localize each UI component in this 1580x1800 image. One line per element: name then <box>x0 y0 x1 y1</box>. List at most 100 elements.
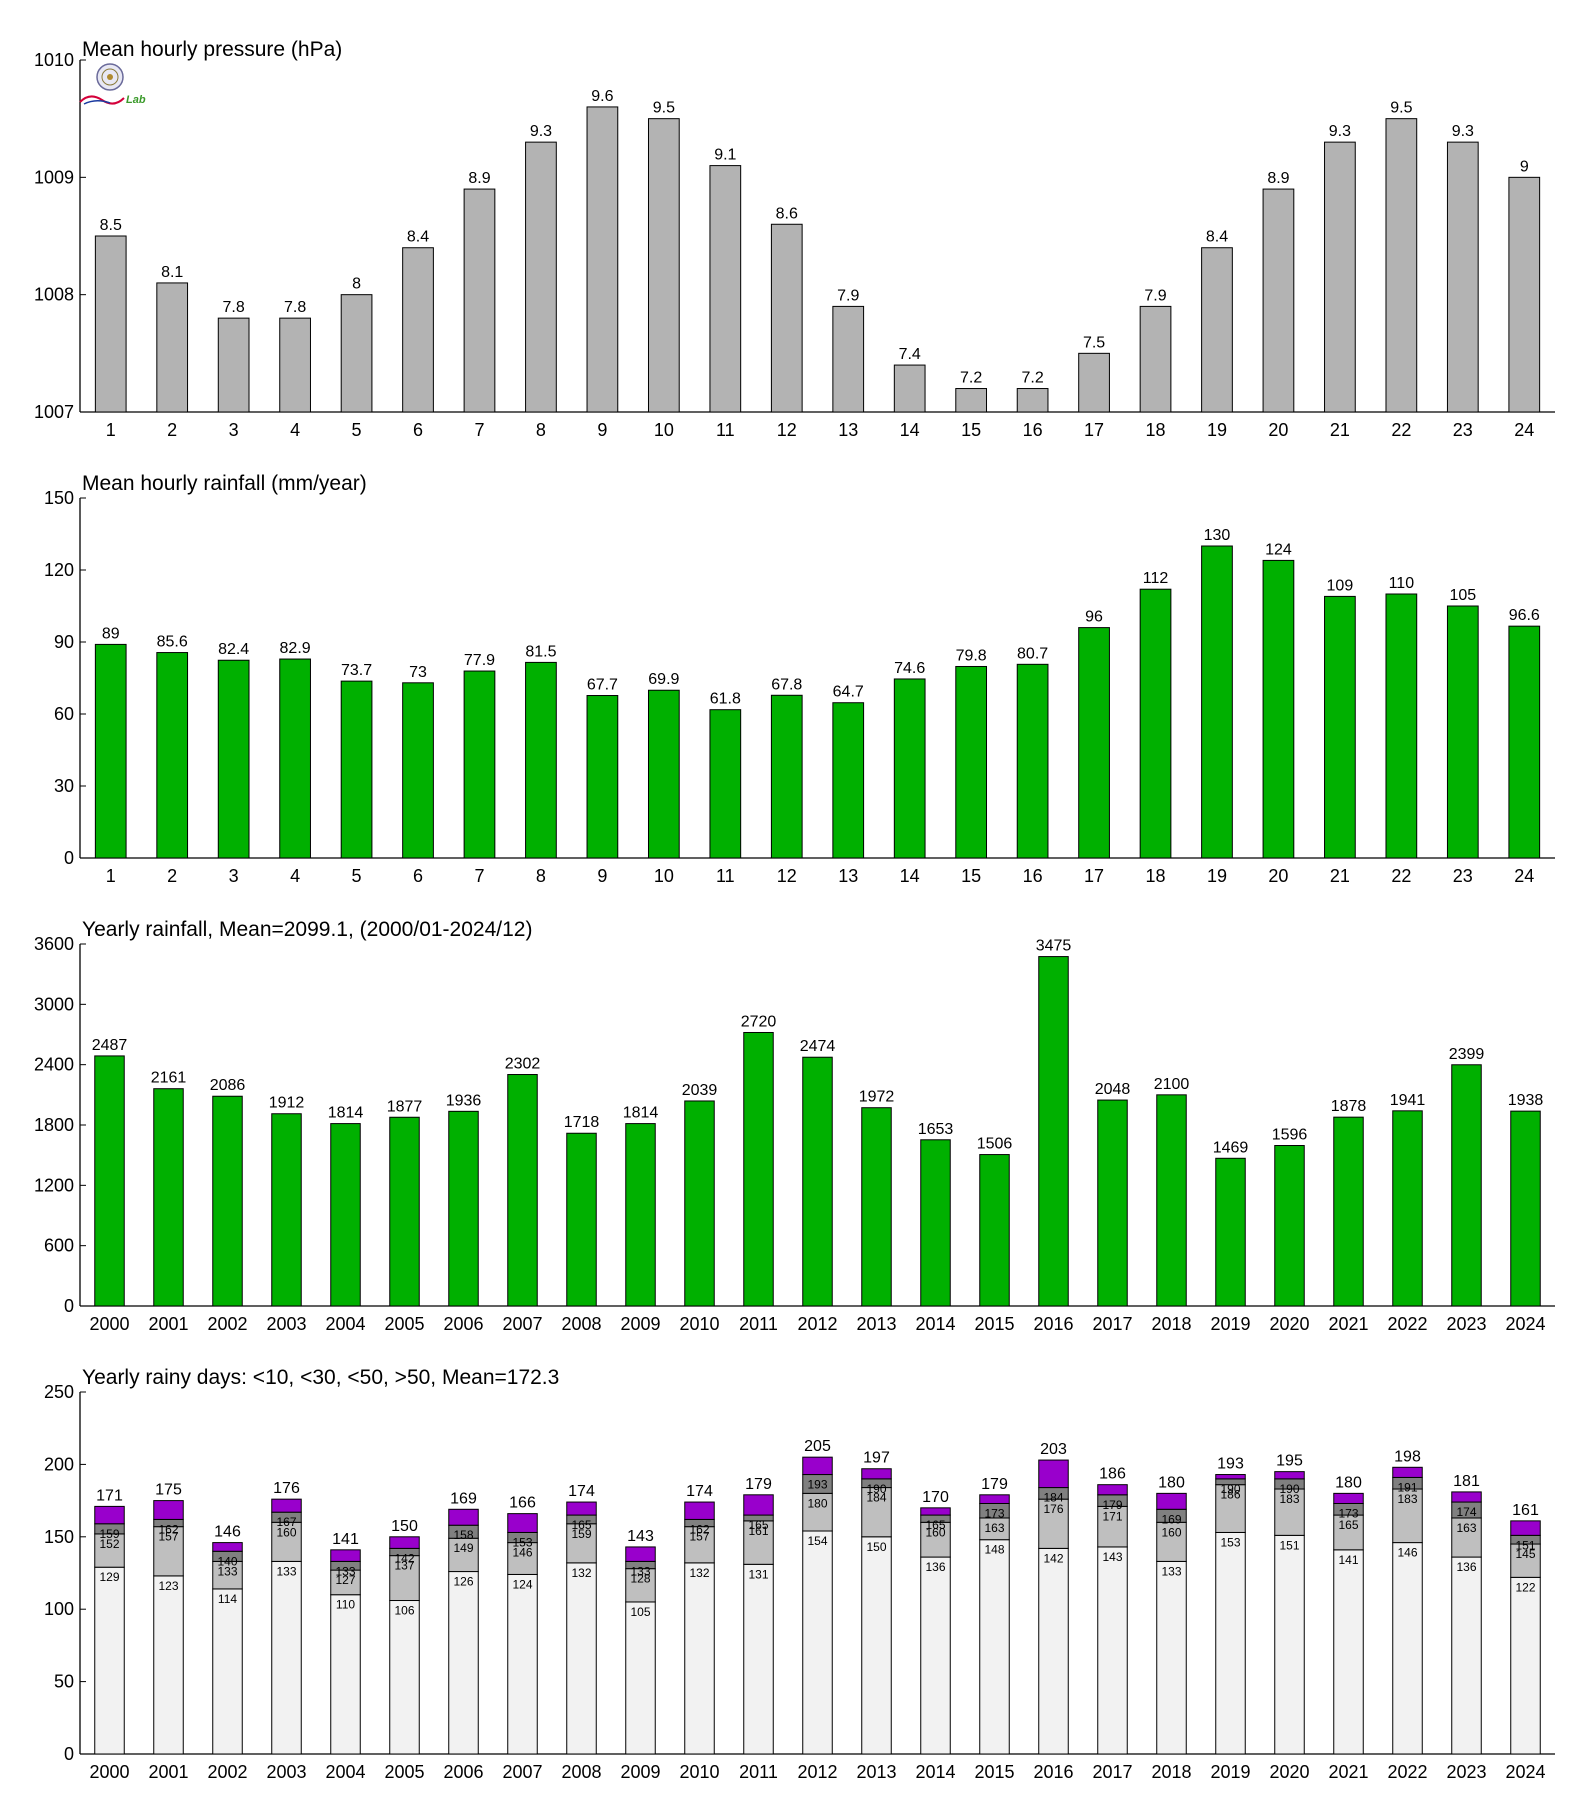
data-label: 8.4 <box>1206 229 1228 246</box>
x-tick-label: 21 <box>1330 420 1350 440</box>
segment-label: 160 <box>1161 1525 1181 1539</box>
segment-label: 127 <box>335 1573 355 1587</box>
x-tick-label: 2019 <box>1210 1314 1250 1334</box>
bar <box>1508 625 1541 859</box>
stack-segment <box>507 1513 538 1533</box>
total-label: 174 <box>568 1483 595 1500</box>
segment-label: 145 <box>1515 1547 1535 1561</box>
x-tick-label: 16 <box>1023 866 1043 886</box>
bar <box>463 670 496 859</box>
stack-segment <box>566 1562 597 1755</box>
stack-segment <box>1510 1520 1541 1536</box>
bar <box>271 1113 302 1307</box>
stack-segment <box>566 1501 597 1516</box>
stack-segment <box>271 1560 302 1755</box>
x-tick-label: 3 <box>229 420 239 440</box>
segment-label: 151 <box>1279 1538 1299 1552</box>
data-label: 69.9 <box>648 671 679 688</box>
stack-segment <box>1038 1498 1069 1549</box>
stack-segment <box>1333 1492 1364 1504</box>
x-tick-label: 2021 <box>1328 1314 1368 1334</box>
stack-segment <box>1274 1471 1305 1480</box>
x-tick-label: 13 <box>838 420 858 440</box>
x-tick-label: 2010 <box>679 1314 719 1334</box>
segment-label: 149 <box>453 1541 473 1555</box>
bar <box>448 1110 479 1307</box>
stack-segment <box>1451 1491 1482 1503</box>
data-label: 96.6 <box>1509 607 1540 624</box>
stack-segment <box>153 1526 184 1577</box>
segment-label: 162 <box>689 1522 709 1536</box>
x-tick-label: 2008 <box>561 1314 601 1334</box>
segment-label: 154 <box>807 1534 827 1548</box>
x-tick-label: 2004 <box>325 1314 365 1334</box>
stack-segment <box>1274 1488 1305 1536</box>
x-tick-label: 2014 <box>915 1762 955 1782</box>
data-label: 1938 <box>1508 1092 1544 1109</box>
segment-label: 148 <box>984 1543 1004 1557</box>
x-tick-label: 2012 <box>797 1762 837 1782</box>
segment-label: 146 <box>512 1546 532 1560</box>
x-tick-label: 6 <box>413 420 423 440</box>
y-tick-label: 50 <box>54 1672 74 1692</box>
data-label: 105 <box>1449 587 1476 604</box>
total-label: 205 <box>804 1438 831 1455</box>
bar <box>1274 1145 1305 1307</box>
x-tick-label: 24 <box>1514 866 1534 886</box>
bar <box>402 247 434 413</box>
y-tick-label: 600 <box>44 1236 74 1256</box>
data-label: 73.7 <box>341 662 372 679</box>
segment-label: 159 <box>571 1527 591 1541</box>
x-tick-label: 10 <box>654 866 674 886</box>
bar <box>1139 588 1172 859</box>
x-tick-label: 2004 <box>325 1762 365 1782</box>
rainy-days-chart: Yearly rainy days: <10, <30, <50, >50, M… <box>44 1366 1555 1782</box>
x-tick-label: 8 <box>536 420 546 440</box>
segment-label: 143 <box>1102 1550 1122 1564</box>
segment-label: 133 <box>217 1564 237 1578</box>
x-tick-label: 2002 <box>207 1762 247 1782</box>
stack-segment <box>389 1555 420 1602</box>
x-tick-label: 24 <box>1514 420 1534 440</box>
x-tick-label: 2020 <box>1269 1314 1309 1334</box>
stack-segment <box>743 1563 774 1755</box>
segment-label: 153 <box>512 1535 532 1549</box>
data-label: 112 <box>1143 570 1169 587</box>
bar <box>1139 305 1172 413</box>
data-label: 1936 <box>446 1092 482 1109</box>
x-tick-label: 2009 <box>620 1314 660 1334</box>
bar <box>861 1107 892 1307</box>
segment-label: 165 <box>925 1518 945 1532</box>
stack-segment <box>448 1571 479 1755</box>
stack-segment <box>1038 1459 1069 1489</box>
chart-title: Mean hourly rainfall (mm/year) <box>82 472 367 495</box>
x-tick-label: 2006 <box>443 1762 483 1782</box>
total-label: 171 <box>96 1487 123 1504</box>
y-tick-label: 1007 <box>34 402 74 422</box>
y-tick-label: 120 <box>44 560 74 580</box>
chart-title: Yearly rainfall, Mean=2099.1, (2000/01-2… <box>82 918 532 941</box>
data-label: 124 <box>1265 541 1292 558</box>
segment-label: 191 <box>1397 1480 1417 1494</box>
segment-label: 171 <box>1102 1509 1122 1523</box>
x-tick-label: 2022 <box>1387 1314 1427 1334</box>
bar <box>340 294 373 413</box>
x-tick-label: 2002 <box>207 1314 247 1334</box>
segment-label: 173 <box>1338 1506 1358 1520</box>
data-label: 9.5 <box>1390 100 1412 117</box>
x-tick-label: 3 <box>229 866 239 886</box>
stack-segment <box>1274 1534 1305 1755</box>
segment-label: 162 <box>158 1522 178 1536</box>
data-label: 9 <box>1520 158 1529 175</box>
total-label: 203 <box>1040 1441 1067 1458</box>
y-tick-label: 200 <box>44 1454 74 1474</box>
segment-label: 131 <box>748 1567 768 1581</box>
x-tick-label: 2006 <box>443 1314 483 1334</box>
data-label: 7.4 <box>899 346 921 363</box>
data-label: 9.1 <box>714 147 736 164</box>
hourly-rainfall-chart: Mean hourly rainfall (mm/year)0306090120… <box>44 472 1555 886</box>
stack-segment <box>271 1498 302 1513</box>
total-label: 161 <box>1512 1502 1539 1519</box>
stack-segment <box>1215 1484 1246 1533</box>
x-tick-label: 2013 <box>856 1762 896 1782</box>
